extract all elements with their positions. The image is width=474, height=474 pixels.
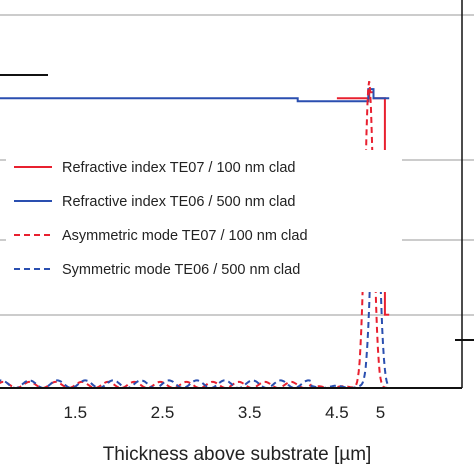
x-tick-label: 2.5 (151, 403, 175, 422)
x-tick-labels: 0.51.52.53.54.55 (63, 403, 385, 422)
axes (0, 0, 463, 389)
x-tick-label: 3.5 (238, 403, 262, 422)
x-tick-label: 5 (376, 403, 385, 422)
x-axis-title: Thickness above substrate [µm] (103, 444, 372, 465)
legend-background (6, 150, 402, 292)
legend-label: Refractive index TE06 / 500 nm clad (62, 194, 295, 210)
legend-label: Asymmetric mode TE07 / 100 nm clad (62, 228, 308, 244)
legend-label: Refractive index TE07 / 100 nm clad (62, 160, 295, 176)
x-tick-label: 1.5 (63, 403, 87, 422)
legend: Refractive index TE07 / 100 nm clad Refra… (6, 150, 402, 292)
x-tick-label: 4.5 (325, 403, 349, 422)
series-line (0, 88, 390, 103)
legend-label: Symmetric mode TE06 / 500 nm clad (62, 262, 300, 278)
